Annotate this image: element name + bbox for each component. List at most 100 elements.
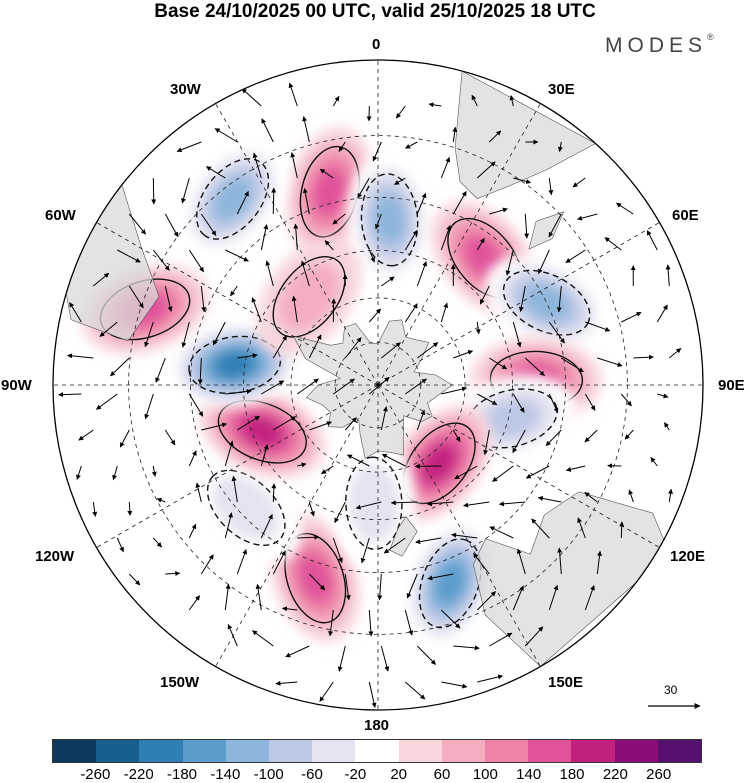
wind-vector (188, 595, 201, 611)
wind-vector (428, 102, 442, 108)
colorbar-tick: 60 (433, 766, 451, 783)
colorbar-tick: 260 (646, 766, 672, 783)
wind-vector (548, 213, 562, 238)
wind-vector (231, 475, 238, 503)
wind-vector (144, 393, 154, 420)
wind-vector (476, 161, 496, 179)
anomaly-contour-neg-south-america (196, 158, 270, 240)
wind-vector (319, 168, 334, 179)
wind-vectors (58, 82, 682, 708)
colorbar-tick: -60 (301, 766, 323, 783)
wind-vector (489, 207, 508, 215)
lon-label-60w: 60W (45, 207, 76, 224)
lon-label-0: 0 (372, 36, 381, 53)
wind-vector (252, 152, 262, 179)
colorbar-tick: -20 (344, 766, 367, 783)
wind-vector (473, 553, 490, 575)
wind-vector (236, 191, 249, 215)
wind-vector (181, 321, 190, 348)
wind-vector (308, 573, 326, 591)
wind-vector (151, 177, 157, 205)
wind-vector (251, 297, 262, 323)
anomaly-contour-neg-bellingshausen (188, 335, 282, 395)
wind-vector (241, 88, 262, 107)
wind-vector (328, 609, 334, 637)
colorbar-swatch (441, 740, 486, 762)
wind-vector (112, 465, 118, 481)
wind-vector (300, 260, 310, 287)
wind-vector (476, 237, 485, 251)
wind-vector (92, 272, 110, 287)
wind-vector (512, 393, 525, 413)
wind-vector (127, 501, 133, 516)
wind-vector (489, 632, 513, 647)
wind-vector (92, 501, 98, 517)
colorbar-swatch (182, 740, 226, 762)
modes-logo: MODES® (605, 32, 714, 58)
wind-vector (492, 465, 514, 482)
wind-vector (512, 321, 522, 348)
colorbar-swatch (528, 740, 572, 762)
wind-vector (417, 342, 439, 359)
wind-vector (596, 550, 603, 575)
wind-vector (477, 393, 498, 406)
wind-vector (538, 249, 550, 275)
wind-vector (368, 249, 375, 263)
wind-vector (76, 465, 82, 480)
wind-vector (628, 489, 634, 503)
wind-vector (604, 237, 622, 251)
wind-vector (416, 261, 428, 287)
wind-vector (548, 321, 565, 344)
wind-vector (255, 583, 262, 611)
madagascar (528, 211, 565, 250)
wind-vector (271, 187, 277, 215)
wind-vector (415, 537, 442, 545)
wind-vector (227, 623, 238, 647)
wind-vector (225, 249, 249, 262)
wind-vector (451, 532, 478, 539)
wind-vector (477, 674, 504, 683)
wind-vector (453, 350, 474, 359)
wind-vector (377, 573, 383, 601)
wind-vector (272, 550, 286, 575)
wind-vector (619, 521, 625, 539)
wind-vector (375, 213, 382, 230)
wind-vector (453, 645, 480, 651)
wind-vector (188, 523, 197, 539)
wind-vector (584, 492, 598, 503)
anomaly-contour-neg-pacific-small (345, 456, 403, 550)
wind-vector (214, 128, 238, 143)
wind-vector (463, 501, 490, 508)
wind-vector (668, 348, 682, 359)
wind-vector (265, 260, 274, 287)
wind-vector (512, 585, 524, 611)
wind-vector (201, 422, 228, 431)
wind-vector (372, 141, 382, 162)
wind-vector (440, 156, 451, 179)
wind-vector (368, 609, 374, 637)
wind-vector (200, 285, 207, 313)
wind-vector (237, 353, 258, 359)
wind-vector (230, 285, 238, 297)
wind-vector (128, 573, 141, 586)
wind-vector (197, 357, 203, 385)
wind-vector (99, 321, 118, 337)
wind-vector (380, 645, 390, 672)
wind-vector (524, 357, 545, 376)
wind-vector (273, 416, 297, 431)
wind-vector (236, 549, 248, 575)
wind-vector (440, 225, 451, 251)
wind-vector (518, 285, 526, 312)
colorbar-swatch (355, 740, 399, 762)
wind-vector (334, 501, 346, 524)
wind-vector (205, 166, 226, 179)
colorbar (52, 739, 702, 763)
wind-vector (452, 429, 461, 443)
colorbar-tick: -100 (253, 766, 284, 783)
new-zealand (389, 516, 418, 557)
wind-vector (452, 126, 458, 143)
colorbar-swatch (485, 740, 529, 762)
wind-vector (152, 537, 162, 548)
wind-vector (291, 295, 298, 323)
